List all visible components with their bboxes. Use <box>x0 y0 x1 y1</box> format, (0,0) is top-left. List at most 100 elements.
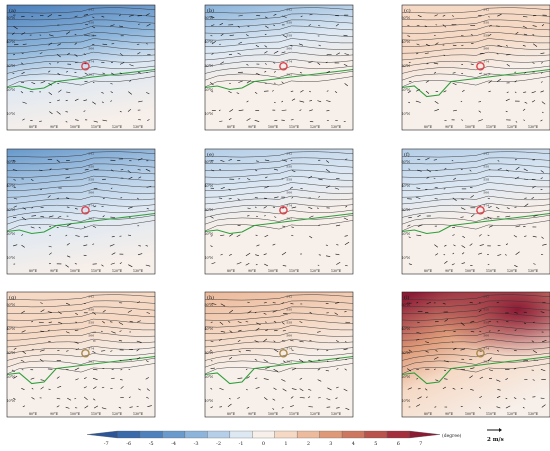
wind-arrow <box>128 396 131 398</box>
vector-key-label: 2 m/s <box>487 437 504 443</box>
wind-arrow <box>65 176 71 179</box>
panel-label: (b) <box>207 7 214 14</box>
x-tick-label: 110°E <box>91 412 102 416</box>
wind-arrow <box>119 359 122 362</box>
wind-arrow <box>47 311 52 313</box>
wind-arrow <box>433 356 439 360</box>
wind-arrow <box>254 358 258 361</box>
wind-arrow <box>13 397 16 400</box>
wind-arrow <box>273 320 277 323</box>
wind-arrow <box>65 121 68 123</box>
wind-arrow <box>425 43 430 47</box>
contour-line <box>401 318 550 328</box>
wind-arrow <box>479 376 484 379</box>
x-tick-label: 80°E <box>424 269 433 273</box>
contour-label: 574 <box>483 347 489 351</box>
wind-arrow <box>290 405 294 407</box>
wind-arrow <box>238 350 241 353</box>
wind-arrow <box>290 396 294 399</box>
wind-arrow <box>92 243 95 245</box>
wind-arrow <box>291 226 294 228</box>
wind-arrow <box>102 215 105 218</box>
wind-arrow <box>533 263 536 265</box>
wind-arrow <box>220 187 225 190</box>
wind-arrow <box>345 358 348 360</box>
wind-arrow <box>451 341 454 343</box>
wind-arrow <box>110 262 115 265</box>
wind-arrow <box>129 406 133 408</box>
wind-arrow <box>49 252 52 255</box>
wind-arrow <box>254 311 257 314</box>
wind-arrow <box>238 15 243 17</box>
panel-5: 542 550 558 566 574 582 (e) 50°N 40°N 30°N 20°N 10°… <box>204 148 354 275</box>
wind-arrow <box>211 41 216 45</box>
contour-line <box>204 202 354 211</box>
wind-arrow <box>469 169 472 172</box>
wind-arrow <box>317 264 320 266</box>
site-marker <box>279 348 288 358</box>
wind-arrow <box>220 253 223 256</box>
panel-7: 542 550 558 566 574 582 (g) 50°N 40°N 30°N 20°N 10°… <box>6 291 156 418</box>
contour-label: 542 <box>286 295 292 299</box>
wind-arrow <box>264 234 269 238</box>
wind-arrow <box>66 91 71 93</box>
wind-arrow <box>74 54 78 57</box>
wind-arrow <box>29 91 34 93</box>
wind-arrow <box>120 386 124 389</box>
wind-arrow <box>48 388 51 390</box>
wind-arrow <box>245 252 251 257</box>
wind-arrow <box>110 187 113 190</box>
wind-arrow <box>101 350 106 352</box>
contour-line <box>401 331 550 341</box>
wind-arrow <box>326 360 329 362</box>
wind-arrow <box>281 109 287 111</box>
wind-arrow <box>345 407 350 410</box>
wind-arrow <box>255 45 260 48</box>
wind-arrow <box>56 159 60 163</box>
wind-arrow <box>74 341 79 344</box>
wind-arrow <box>335 224 341 227</box>
wind-arrow <box>478 252 483 255</box>
contour-label: 550 <box>483 308 489 312</box>
wind-arrow <box>30 226 35 229</box>
wind-arrow <box>58 311 62 315</box>
contour-line <box>204 51 354 61</box>
contour-line <box>401 70 550 81</box>
colorbar-tick-label: -1 <box>239 441 244 447</box>
wind-arrow <box>496 301 500 304</box>
contour-line <box>204 188 354 198</box>
wind-arrow <box>254 206 257 209</box>
wind-arrow <box>247 310 252 314</box>
contour-label: 566 <box>88 191 94 195</box>
wind-arrow <box>84 80 88 82</box>
contour-line <box>6 325 155 334</box>
vector-key-arrowhead <box>499 428 502 432</box>
wind-arrow <box>210 16 215 19</box>
y-tick-label: 50°N <box>7 303 16 307</box>
wind-arrow <box>540 72 543 74</box>
x-tick-label: 110°E <box>289 269 300 273</box>
contour-line <box>204 19 354 27</box>
wind-arrow <box>522 16 528 18</box>
wind-arrow <box>540 170 544 173</box>
wind-arrow <box>245 350 251 352</box>
contour-line <box>6 25 156 34</box>
wind-arrow <box>317 379 322 382</box>
wind-arrow <box>31 397 35 400</box>
contour-label: 582 <box>483 360 489 364</box>
wind-arrow <box>497 44 502 47</box>
wind-arrow <box>505 98 510 102</box>
wind-arrow <box>21 388 25 390</box>
wind-arrow <box>264 16 268 19</box>
contour-line <box>6 294 156 301</box>
wind-arrow <box>138 245 141 247</box>
wind-arrow <box>119 72 123 74</box>
wind-arrow <box>128 176 133 180</box>
contour-line <box>401 357 550 368</box>
wind-arrow <box>335 357 340 360</box>
wind-arrow <box>308 360 313 362</box>
wind-arrow <box>120 379 123 381</box>
wind-arrow <box>470 63 474 65</box>
wind-arrow <box>101 407 107 410</box>
wind-arrow <box>263 359 268 363</box>
